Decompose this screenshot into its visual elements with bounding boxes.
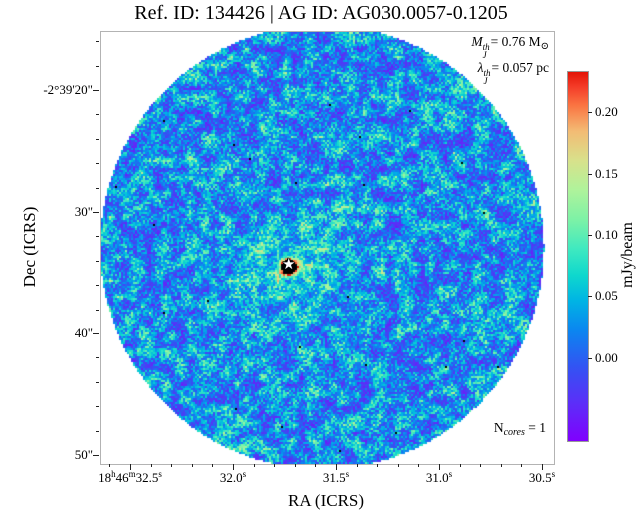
y-major-tick-mark [93,455,99,456]
x-tick-label: 18h46m32.5s [98,469,162,486]
x-tick-unit-sup: s [448,469,453,479]
y-minor-tick-mark [96,236,99,238]
ncores-annotation: Ncores = 1 [493,420,546,438]
x-tick-text: 18 [98,470,112,485]
y-minor-tick-mark [96,163,99,165]
y-minor-tick-mark [96,309,99,311]
x-axis-label: RA (ICRS) [287,491,365,510]
y-minor-tick-mark [96,41,99,43]
x-tick-text: 32.0 [219,470,243,485]
x-major-tick-mark [439,464,441,470]
x-major-tick-mark [233,464,234,470]
x-major-tick-mark [129,464,131,470]
x-minor-tick-mark [315,464,317,467]
x-minor-tick-mark [274,464,276,467]
colorbar-tick-label: 0.05 [595,288,618,304]
x-tick-unit-sup: s [345,469,350,479]
x-minor-tick-mark [356,464,358,467]
y-minor-tick-mark [96,65,99,67]
x-minor-tick-mark [212,464,214,467]
x-minor-tick-mark [253,464,255,467]
x-minor-tick-mark [191,464,193,467]
sky-map-canvas [101,32,554,464]
colorbar-tick-mark [588,234,592,236]
x-tick-unit-sup: s [158,469,162,479]
x-minor-tick-mark [109,464,111,467]
x-tick-unit-sup: m [128,469,136,479]
x-tick-unit-sup: s [242,469,247,479]
x-major-tick-mark [542,464,544,470]
core-star-marker: ★ [281,257,296,273]
x-minor-tick-mark [418,464,420,467]
x-minor-tick-mark [521,464,523,467]
colorbar-tick-mark [588,358,592,360]
x-tick-unit-sup: h [111,469,116,479]
x-tick-text: 32.5 [135,470,159,485]
colorbar-tick-label: 0.10 [595,226,618,242]
y-major-tick-mark [93,212,99,213]
y-tick-label: 40" [74,325,93,340]
x-minor-tick-mark [294,464,296,467]
x-minor-tick-mark [397,464,399,467]
x-tick-text: 31.0 [425,470,449,485]
colorbar-tick-mark [588,111,592,113]
x-tick-unit-sup: s [551,469,556,479]
y-minor-tick-mark [96,357,99,359]
x-minor-tick-mark [150,464,152,467]
plot-title: Ref. ID: 134426 | AG ID: AG030.0057-0.12… [134,2,508,24]
y-minor-tick-mark [96,406,99,408]
y-tick-label: 50" [74,447,93,462]
y-major-tick-mark [93,90,99,91]
y-minor-tick-mark [96,381,99,383]
x-minor-tick-mark [480,464,482,467]
y-minor-tick-mark [96,138,99,140]
y-minor-tick-mark [96,260,99,262]
x-major-tick-mark [336,464,337,470]
x-tick-label: 31.5s [323,469,349,486]
colorbar-tick-label: 0.15 [595,165,618,181]
y-major-tick-mark [93,333,99,334]
y-tick-label: -2°39'20" [43,82,93,97]
x-minor-tick-mark [377,464,379,467]
colorbar-tick-label: 0.00 [595,350,618,366]
x-minor-tick-mark [459,464,461,467]
colorbar-label: mJy/beam [619,222,636,288]
x-minor-tick-mark [171,464,173,467]
y-minor-tick-mark [96,187,99,189]
colorbar-tick-label: 0.20 [595,103,618,119]
colorbar-tick-mark [588,296,592,298]
y-minor-tick-mark [96,114,99,116]
y-minor-tick-mark [96,285,99,287]
colorbar [567,71,589,442]
x-tick-text: 30.5 [528,470,552,485]
x-tick-label: 32.0s [220,469,246,486]
x-tick-label: 30.5s [529,469,555,486]
x-minor-tick-mark [500,464,502,467]
y-tick-label: 30" [74,204,93,219]
colorbar-tick-mark [588,173,592,175]
y-minor-tick-mark [96,430,99,432]
x-tick-text: 46 [115,470,129,485]
x-tick-label: 31.0s [426,469,452,486]
jeans-length-text: λ th J = 0.057 pc [477,60,549,86]
x-tick-text: 31.5 [322,470,346,485]
